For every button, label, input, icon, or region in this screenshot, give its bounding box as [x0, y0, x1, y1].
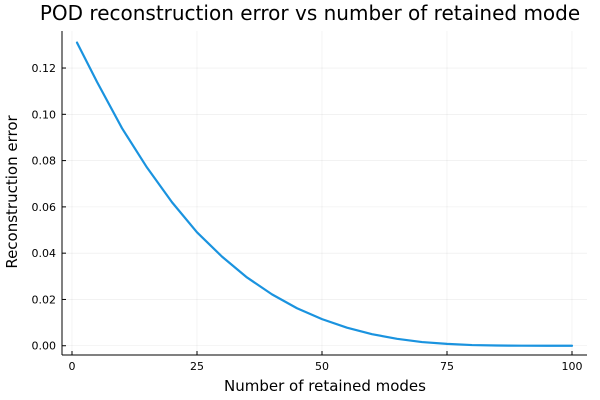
chart-title: POD reconstruction error vs number of re… — [40, 1, 580, 25]
tick-labels: 0 25 50 75 100 0.00 0.02 0.04 0.06 0.08 0.10 0.12 — [32, 62, 583, 373]
y-tick-label: 0.12 — [32, 62, 57, 75]
y-tick-label: 0.08 — [32, 155, 57, 168]
y-tick-label: 0.02 — [32, 293, 57, 306]
series-line-0 — [75, 41, 574, 347]
x-tick-label: 100 — [562, 360, 583, 373]
x-axis-label: Number of retained modes — [224, 377, 426, 395]
axes — [61, 31, 587, 356]
y-tick-label: 0.06 — [32, 201, 57, 214]
y-axis-label: Reconstruction error — [3, 114, 21, 268]
y-tick-label: 0.00 — [32, 340, 57, 353]
x-tick-label: 75 — [440, 360, 454, 373]
x-tick-label: 50 — [315, 360, 329, 373]
x-tick-label: 25 — [190, 360, 204, 373]
y-tick-label: 0.10 — [32, 108, 57, 121]
x-tick-label: 0 — [69, 360, 76, 373]
grid — [62, 31, 587, 355]
y-tick-label: 0.04 — [32, 247, 57, 260]
series-layer — [75, 41, 574, 347]
